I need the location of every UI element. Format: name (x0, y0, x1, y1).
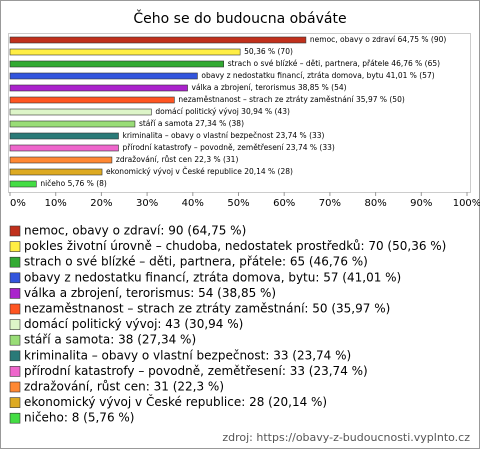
legend-label: zdražování, růst cen: 31 (22,3 %) (24, 380, 224, 394)
legend-label: ekonomický vývoj v České republice: 28 (… (24, 394, 327, 409)
x-tick-label: 80% (364, 198, 386, 209)
bar-label: stáří a samota 27,34 % (38) (139, 119, 244, 128)
legend-swatch (9, 288, 21, 299)
legend-swatch (9, 225, 21, 237)
bar (9, 48, 241, 56)
legend-swatch (9, 319, 21, 330)
legend-label: přírodní katastrofy – povodně, zemětřese… (24, 364, 368, 378)
x-tick-label: 40% (182, 198, 204, 209)
bar-label: domácí politický vývoj 30,94 % (43) (155, 107, 290, 116)
bar (9, 96, 175, 104)
source: zdroj: https://obavy-z-budoucnosti.vypln… (222, 431, 470, 444)
bar-label: kriminalita – obavy o vlastní bezpečnost… (122, 131, 324, 140)
chart-title: Čeho se do budoucna obáváte (133, 9, 346, 27)
legend-label: strach o své blízké – děti, partnera, př… (24, 255, 368, 269)
x-tick-label: 30% (136, 198, 158, 209)
bar-label: nemoc, obavy o zdraví 64,75 % (90) (310, 35, 446, 44)
legend-swatch (9, 241, 21, 252)
x-tick-label: 90% (410, 198, 432, 209)
legend-label: domácí politický vývoj: 43 (30,94 %) (24, 317, 243, 331)
bar (9, 72, 198, 80)
x-tick-label: 50% (227, 198, 249, 209)
plot-frame (8, 33, 471, 193)
bar-label: ničeho 5,76 % (8) (40, 179, 107, 188)
bar-label: zdražování, růst cen 22,3 % (31) (116, 155, 239, 164)
legend-swatch (9, 272, 21, 284)
bar (9, 168, 103, 176)
bar (9, 36, 307, 44)
bar-label: 50,36 % (70) (244, 47, 293, 56)
bar-label: přírodní katastrofy – povodně, zemětřese… (122, 143, 334, 152)
legend-swatch (9, 412, 21, 424)
bar (9, 180, 37, 188)
x-tick-label: 60% (273, 198, 295, 209)
bar (9, 132, 119, 140)
legend-label: nemoc, obavy o zdraví: 90 (64,75 %) (24, 224, 246, 238)
bar-label: strach o své blízké – děti, partnera, př… (228, 59, 440, 68)
legend-swatch (9, 366, 21, 377)
legend-label: válka a zbrojení, terorismus: 54 (38,85 … (24, 286, 276, 300)
bar (9, 120, 136, 128)
legend-swatch (9, 397, 21, 408)
x-tick-label: 10% (45, 198, 67, 209)
legend-label: stáří a samota: 38 (27,34 %) (24, 333, 196, 347)
legend-label: obavy z nedostatku financí, ztráta domov… (24, 270, 401, 284)
x-tick-label: 100% (453, 198, 480, 209)
legend-swatch (9, 256, 21, 268)
legend-swatch (9, 303, 21, 315)
bar-label: ekonomický vývoj v České republice 20,14… (106, 167, 293, 176)
bar-label: nezaměstnanost – strach ze ztráty zaměst… (178, 95, 404, 104)
legend-swatch (9, 334, 21, 346)
legend-label: pokles životní úrovně – chudoba, nedosta… (24, 239, 446, 253)
bar-label: válka a zbrojení, terorismus 38,85 % (54… (192, 83, 347, 92)
bar (9, 60, 224, 68)
bar (9, 156, 113, 164)
legend-swatch (9, 381, 21, 393)
x-tick-label: 20% (90, 198, 112, 209)
legend-label: nezaměstnanost – strach ze ztráty zaměst… (24, 302, 390, 316)
x-tick-label: 70% (319, 198, 341, 209)
legend-label: kriminalita – obavy o vlastní bezpečnost… (24, 348, 351, 362)
legend-swatch (9, 350, 21, 362)
legend-label: ničeho: 8 (5,76 %) (24, 411, 134, 425)
bar-label: obavy z nedostatku financí, ztráta domov… (201, 71, 434, 80)
x-tick-label: 0% (10, 198, 26, 209)
bar (9, 108, 152, 116)
bar (9, 84, 188, 92)
bar (9, 144, 119, 152)
